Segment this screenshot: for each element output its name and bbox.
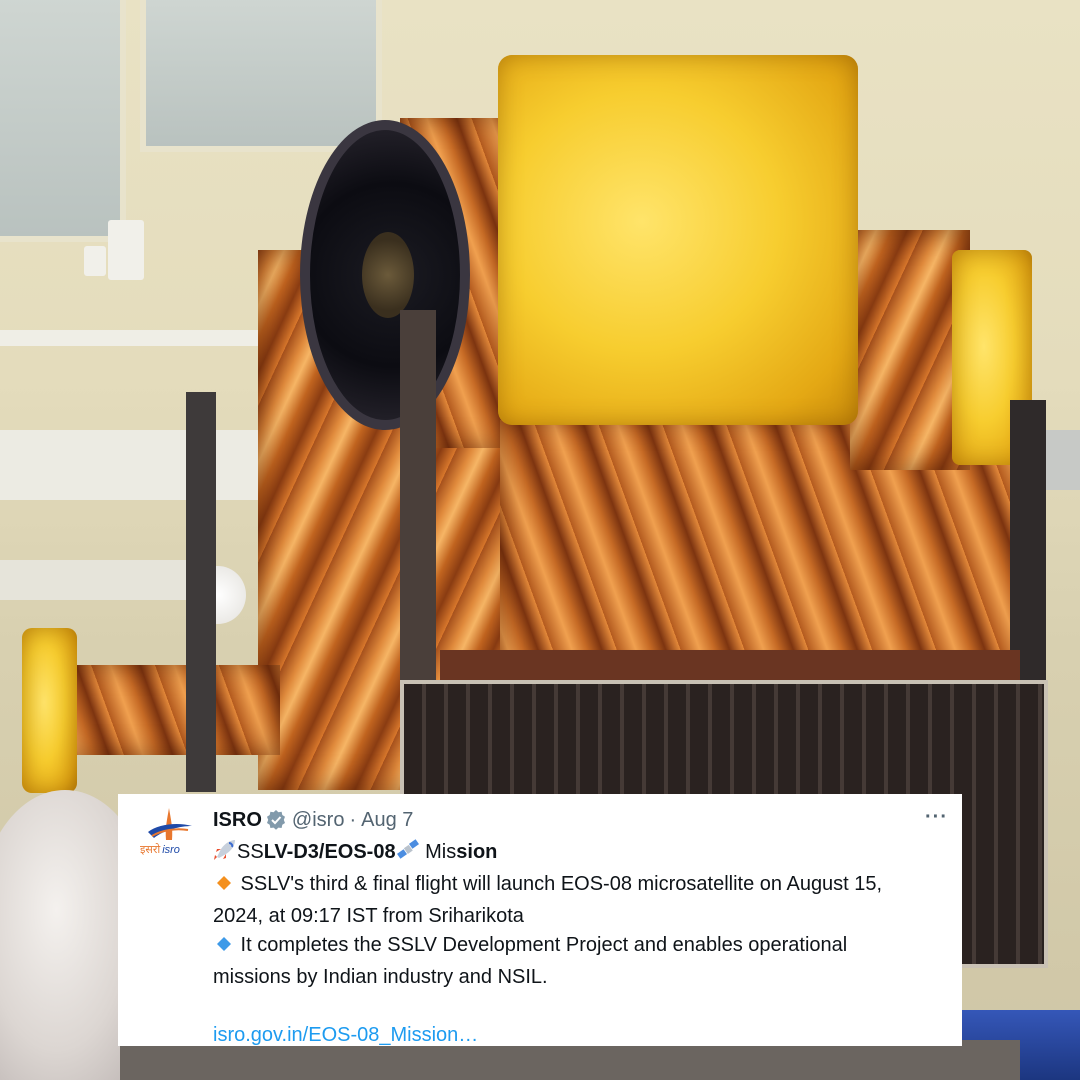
- wall-panel: [0, 560, 200, 600]
- support-post: [186, 392, 216, 792]
- rocket-icon: [213, 839, 237, 870]
- bullet-2-line-2: missions by Indian industry and NSIL.: [213, 966, 548, 988]
- security-camera: [84, 246, 106, 276]
- satellite-icon: [396, 839, 420, 870]
- isro-logo-avatar[interactable]: इसरो isro: [140, 806, 198, 858]
- floor-equipment: [120, 1040, 1020, 1080]
- verified-badge-icon: [266, 810, 286, 830]
- bullet-1-line-1: SSLV's third & final flight will launch …: [213, 870, 948, 902]
- title-suffix-bold: sion: [456, 841, 498, 863]
- tweet-title-line: SSLV-D3/EOS-08 Mission: [213, 838, 948, 870]
- wall-box: [108, 220, 144, 280]
- satellite-foil: [850, 230, 970, 470]
- window: [140, 0, 382, 152]
- bullet-1-line-2: 2024, at 09:17 IST from Sriharikota: [213, 905, 524, 927]
- header-separator: ·: [349, 808, 357, 831]
- bullet-2-text: It completes the SSLV Development Projec…: [235, 934, 848, 956]
- isro-logo-icon: [148, 808, 192, 840]
- blue-diamond-icon: [213, 934, 235, 963]
- title-suffix-plain: Mis: [419, 841, 457, 863]
- window: [0, 0, 126, 242]
- logo-text-english: isro: [162, 844, 180, 856]
- yellow-insulation-block: [22, 628, 77, 793]
- author-handle[interactable]: @isro: [291, 808, 345, 831]
- wall-rail: [0, 330, 270, 346]
- mission-link[interactable]: isro.gov.in/EOS-08_Mission…: [213, 1024, 479, 1046]
- bullet-1-text: SSLV's third & final flight will launch …: [235, 873, 883, 895]
- orange-diamond-icon: [213, 873, 235, 902]
- yellow-insulation-block: [498, 55, 858, 425]
- logo-text-hindi: इसरो: [140, 844, 161, 856]
- blank-line: [213, 992, 948, 1021]
- satellite-foil-arm: [60, 665, 280, 755]
- tweet-card[interactable]: इसरो isro ISRO @isro · Aug 7 ···: [118, 794, 962, 1046]
- lens-core: [362, 232, 414, 318]
- tweet-date[interactable]: Aug 7: [361, 808, 414, 831]
- tweet-text: SSLV-D3/EOS-08 Mission SSLV's third & fi…: [213, 838, 948, 1050]
- tweet-header: ISRO @isro · Aug 7: [213, 806, 944, 834]
- title-mission-code: LV-D3/EOS-08: [263, 841, 396, 863]
- more-options-button[interactable]: ···: [925, 806, 948, 828]
- wall-panel: [0, 430, 260, 500]
- title-prefix: SS: [237, 841, 264, 863]
- wall-panel: [1040, 430, 1080, 490]
- author-name[interactable]: ISRO: [213, 808, 262, 831]
- bullet-2-line-1: It completes the SSLV Development Projec…: [213, 931, 948, 963]
